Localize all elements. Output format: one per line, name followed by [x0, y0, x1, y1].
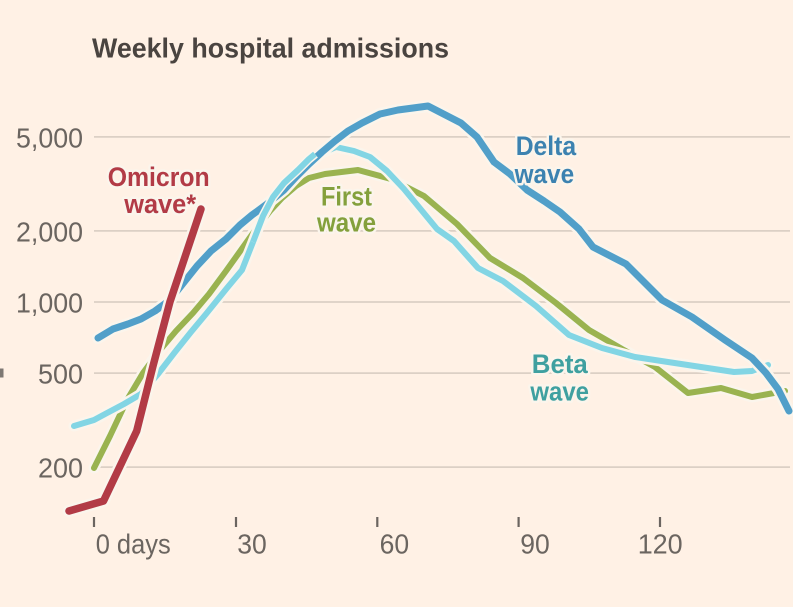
svg-text:5,000: 5,000 — [16, 123, 83, 154]
svg-text:90: 90 — [520, 529, 550, 560]
svg-text:wave: wave — [316, 208, 376, 238]
svg-text:Delta: Delta — [516, 131, 577, 161]
svg-text:200: 200 — [38, 453, 83, 484]
svg-text:wave: wave — [514, 159, 574, 189]
svg-text:wave: wave — [529, 377, 589, 407]
svg-text:120: 120 — [638, 529, 683, 560]
svg-text:2,000: 2,000 — [16, 217, 83, 248]
svg-text:0 days: 0 days — [96, 529, 171, 560]
svg-text:Weekly hospital admissions: Weekly hospital admissions — [92, 33, 449, 64]
svg-text:Omicron: Omicron — [108, 162, 210, 192]
svg-text:wave*: wave* — [123, 189, 197, 219]
svg-text:1,000: 1,000 — [16, 288, 83, 319]
svg-text:30: 30 — [237, 529, 266, 560]
svg-text:First: First — [321, 182, 372, 212]
svg-text:60: 60 — [380, 529, 410, 560]
svg-text:500: 500 — [38, 359, 83, 390]
svg-text:Beta: Beta — [532, 349, 588, 379]
